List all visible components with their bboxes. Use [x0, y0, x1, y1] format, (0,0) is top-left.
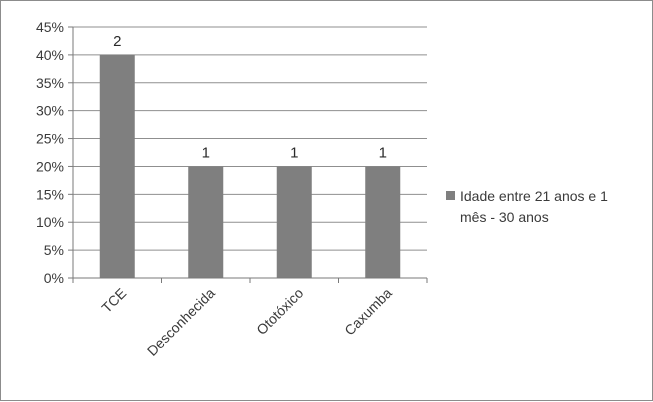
data-label: 1 — [379, 144, 387, 161]
y-tick-label: 20% — [36, 158, 64, 174]
y-tick-label: 25% — [36, 131, 64, 147]
y-tick-label: 45% — [36, 19, 64, 35]
axes — [68, 26, 428, 283]
bar — [365, 166, 401, 278]
data-label: 2 — [113, 33, 121, 50]
y-tick-label: 15% — [36, 186, 64, 202]
y-tick-label: 0% — [44, 270, 64, 286]
x-category-label: Ototóxico — [253, 285, 306, 338]
y-tick-label: 40% — [36, 47, 64, 63]
legend-swatch — [446, 191, 455, 200]
bar — [188, 166, 224, 278]
y-tick-label: 5% — [44, 242, 64, 258]
data-label: 1 — [290, 144, 298, 161]
legend: Idade entre 21 anos e 1 mês - 30 anos — [446, 188, 608, 225]
x-category-label: Caxumba — [341, 285, 395, 339]
x-category-labels: TCE Desconhecida Ototóxico Caxumba — [98, 285, 395, 359]
bars — [99, 54, 401, 279]
x-category-label: Desconhecida — [144, 285, 218, 359]
y-tick-label: 35% — [36, 75, 64, 91]
legend-label-line-2: mês - 30 anos — [460, 209, 549, 225]
data-labels: 2 1 1 1 — [113, 33, 387, 162]
x-category-label: TCE — [98, 285, 129, 316]
bar — [276, 166, 312, 278]
bar — [99, 54, 135, 279]
y-tick-label: 30% — [36, 103, 64, 119]
legend-label-line-1: Idade entre 21 anos e 1 — [460, 188, 608, 204]
y-tick-labels: 0% 5% 10% 15% 20% 25% 30% 35% 40% 45% — [36, 19, 64, 286]
y-tick-label: 10% — [36, 214, 64, 230]
data-label: 1 — [202, 144, 210, 161]
